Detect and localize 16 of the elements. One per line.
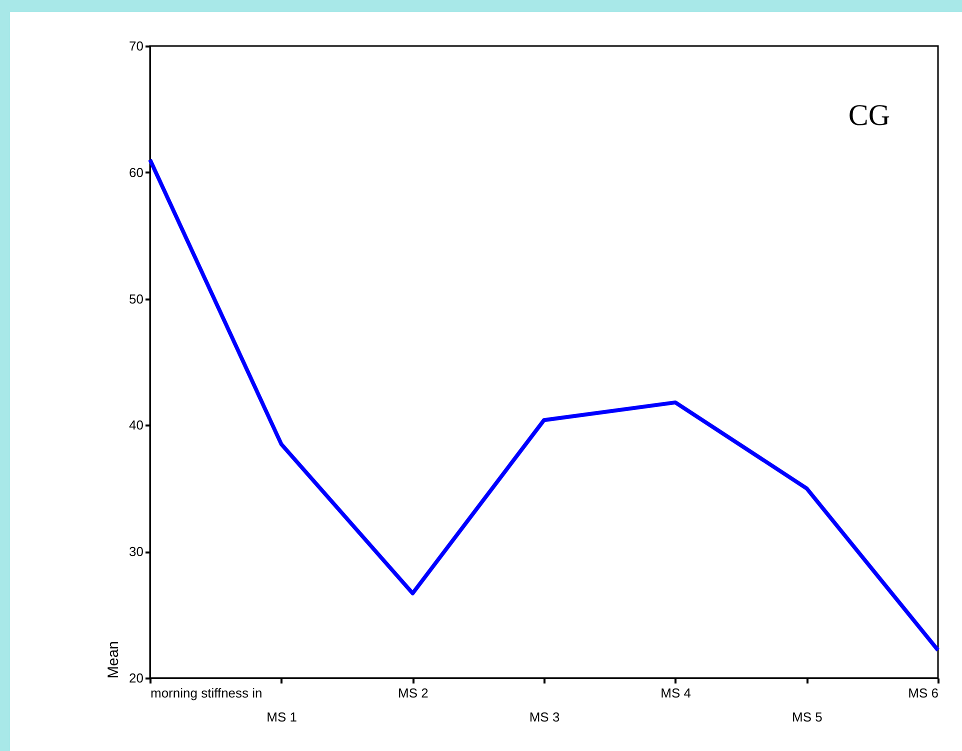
x-tick-label: MS 4 [660,686,692,700]
y-tick-label: 40 [129,418,144,433]
y-tick-label: 50 [129,291,144,306]
x-tick-label: MS 3 [529,710,560,724]
y-tick-label: 70 [129,38,144,54]
y-tick-label: 60 [129,164,144,180]
y-axis-title: Mean [105,640,122,678]
x-tick-label: MS 5 [792,710,822,724]
x-tick-label: MS 6 [908,686,938,700]
y-tick-label: 20 [129,670,144,686]
x-tick-label: MS 2 [398,686,428,700]
y-tick-label: 30 [129,544,144,560]
x-tick-label: morning stiffness in [150,686,262,700]
line-series [148,158,940,652]
x-tick-label: MS 1 [266,710,298,724]
annotation: CG [848,99,890,132]
